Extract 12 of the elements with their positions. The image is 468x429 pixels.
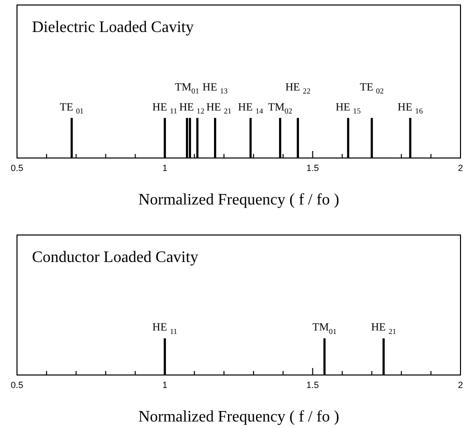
x-tick-label: 1 bbox=[162, 162, 168, 173]
x-tick-label: 1.5 bbox=[306, 380, 319, 390]
x-tick-label: 0.5 bbox=[10, 380, 24, 390]
x-tick-label: 1 bbox=[162, 380, 168, 390]
x-tick-label: 2 bbox=[458, 162, 464, 173]
chart-title: Conductor Loaded Cavity bbox=[32, 249, 198, 266]
chart-title: Dielectric Loaded Cavity bbox=[32, 19, 194, 36]
x-tick-label: 2 bbox=[458, 380, 464, 390]
x-tick-label: 1.5 bbox=[306, 162, 319, 173]
x-tick-label: 0.5 bbox=[10, 162, 24, 173]
x-axis-title: Normalized Frequency ( f / fo ) bbox=[138, 192, 340, 209]
x-axis-title: Normalized Frequency ( f / fo ) bbox=[138, 408, 340, 426]
